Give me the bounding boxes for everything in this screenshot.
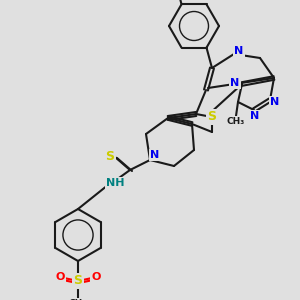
Text: NH: NH bbox=[106, 178, 124, 188]
Text: CH₃: CH₃ bbox=[69, 298, 87, 300]
Text: N: N bbox=[230, 78, 240, 88]
Text: CH₃: CH₃ bbox=[227, 116, 245, 125]
Text: N: N bbox=[150, 150, 160, 160]
Text: N: N bbox=[270, 97, 280, 107]
Text: O: O bbox=[91, 272, 101, 282]
Text: S: S bbox=[74, 274, 82, 287]
Text: O: O bbox=[55, 272, 65, 282]
Text: N: N bbox=[250, 111, 260, 121]
Text: S: S bbox=[208, 110, 217, 124]
Text: S: S bbox=[106, 149, 115, 163]
Text: N: N bbox=[234, 46, 244, 56]
